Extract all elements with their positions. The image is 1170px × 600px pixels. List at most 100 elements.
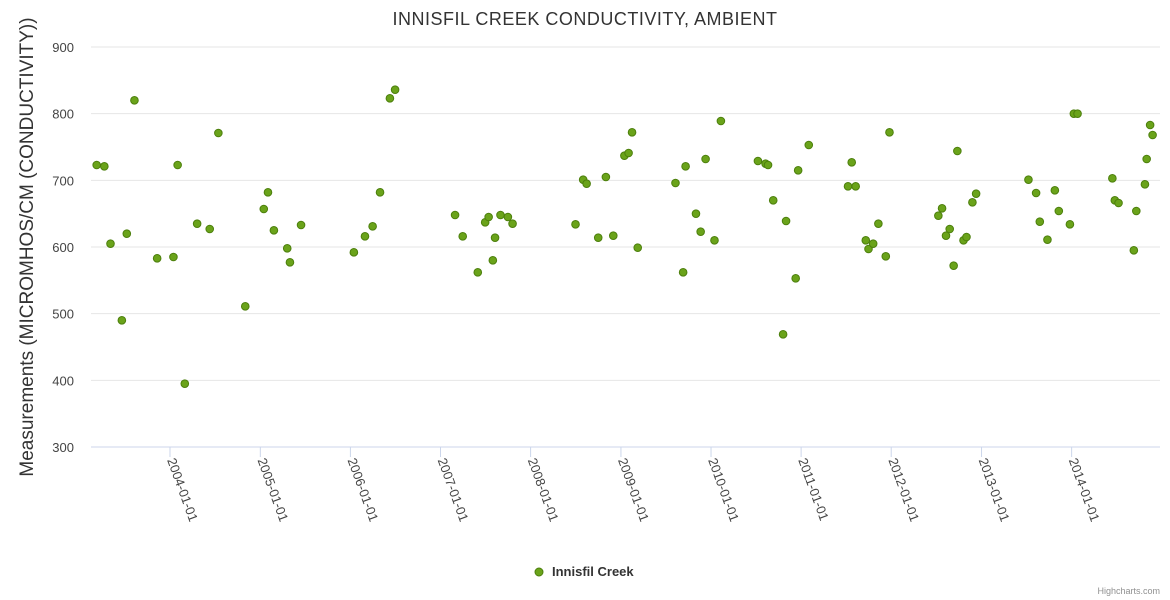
- data-point[interactable]: 2007-10-01: 645: [503, 212, 513, 222]
- data-point[interactable]: 2006-03-01: 616: [360, 232, 370, 241]
- data-point[interactable]: 2013-09-25: 611: [1043, 235, 1052, 244]
- data-point[interactable]: 2003-07-10: 620: [122, 229, 132, 238]
- data-point[interactable]: 2009-03-10: 599: [633, 243, 643, 252]
- x-tick-label: 2005-01-01: [255, 456, 292, 524]
- data-point[interactable]: 2014-01-25: 800: [1073, 109, 1082, 118]
- data-point[interactable]: 2014-09-10: 595: [1129, 246, 1139, 255]
- data-point[interactable]: 2014-11-25: 768: [1148, 130, 1157, 140]
- data-point[interactable]: 2011-12-25: 772: [885, 128, 894, 137]
- x-tick-label: 2013-01-01: [976, 456, 1013, 524]
- data-point[interactable]: 2007-08-01: 580: [488, 256, 498, 265]
- data-point[interactable]: 2010-08-20: 723: [763, 160, 773, 170]
- data-point[interactable]: 2004-11-01: 511: [240, 302, 250, 311]
- data-point[interactable]: 2012-07-25: 658: [937, 204, 947, 213]
- data-point[interactable]: 2004-01-15: 585: [169, 252, 178, 262]
- data-point[interactable]: 2004-03-01: 395: [180, 379, 190, 388]
- data-point[interactable]: 2010-12-20: 715: [793, 166, 803, 175]
- data-point[interactable]: 2008-07-01: 634: [571, 220, 580, 229]
- data-point[interactable]: 2003-11-10: 583: [152, 254, 162, 263]
- data-point[interactable]: 2005-05-01: 577: [285, 258, 295, 267]
- data-point[interactable]: 2007-04-01: 616: [458, 232, 468, 241]
- data-point[interactable]: 2004-06-10: 627: [205, 224, 215, 234]
- legend-marker-innisfil-creek: [534, 567, 544, 577]
- legend[interactable]: Innisfil Creek: [534, 564, 634, 579]
- data-point[interactable]: 2005-04-20: 598: [282, 244, 292, 253]
- data-point[interactable]: 2014-10-25: 694: [1140, 180, 1150, 189]
- data-point[interactable]: 2012-08-10: 617: [941, 231, 951, 240]
- data-point[interactable]: 2006-06-10: 823: [385, 94, 395, 103]
- data-point[interactable]: 2013-08-25: 638: [1035, 217, 1045, 226]
- data-point[interactable]: 2004-02-01: 723: [173, 160, 182, 170]
- data-point[interactable]: 2011-08-10: 691: [851, 182, 860, 191]
- data-point[interactable]: 2013-10-25: 685: [1050, 186, 1060, 195]
- data-point[interactable]: 2009-09-10: 562: [678, 268, 688, 277]
- data-point[interactable]: 2011-09-20: 610: [861, 236, 871, 245]
- data-point[interactable]: 2008-12-01: 617: [608, 231, 618, 240]
- data-point[interactable]: 2011-07-25: 727: [847, 158, 857, 167]
- data-point[interactable]: 2006-05-01: 682: [375, 188, 385, 197]
- data-point[interactable]: 2009-12-10: 732: [701, 154, 710, 164]
- data-point[interactable]: 2011-02-01: 753: [804, 140, 814, 150]
- data-point[interactable]: 2008-10-01: 614: [593, 233, 603, 242]
- data-point[interactable]: 2003-04-10: 721: [100, 162, 109, 171]
- data-point[interactable]: 2010-07-10: 729: [753, 156, 763, 166]
- data-point[interactable]: 2010-09-10: 670: [768, 196, 778, 205]
- data-point[interactable]: 2006-07-01: 836: [390, 85, 400, 94]
- data-point[interactable]: 2014-11-01: 732: [1142, 154, 1151, 164]
- y-tick-label: 500: [52, 307, 74, 322]
- data-point[interactable]: 2012-11-01: 615: [962, 232, 971, 242]
- data-point[interactable]: 2012-09-25: 744: [953, 146, 962, 156]
- data-point[interactable]: 2004-04-20: 635: [192, 219, 202, 228]
- chart-credit[interactable]: Highcharts.com: [1097, 586, 1160, 596]
- data-point[interactable]: 2007-09-01: 648: [496, 210, 505, 220]
- data-point[interactable]: 2005-02-25: 625: [269, 226, 279, 235]
- data-point[interactable]: 2011-12-10: 586: [881, 252, 891, 261]
- data-point[interactable]: 2003-06-20: 490: [117, 316, 127, 325]
- data-point[interactable]: 2012-09-10: 572: [949, 261, 958, 270]
- data-point[interactable]: 2014-09-20: 654: [1132, 206, 1141, 216]
- data-point[interactable]: 2010-12-10: 553: [791, 274, 800, 283]
- data-point[interactable]: 2007-08-10: 614: [490, 233, 500, 242]
- data-point[interactable]: 2014-11-15: 783: [1145, 120, 1155, 130]
- data-point[interactable]: 2009-02-01: 741: [624, 148, 633, 158]
- data-point[interactable]: 2010-02-10: 789: [716, 116, 726, 126]
- data-point[interactable]: 2009-11-20: 623: [696, 227, 705, 236]
- y-axis-label: Measurements (MICROMHOS/CM (CONDUCTIVITY…: [17, 17, 38, 476]
- data-point[interactable]: 2013-07-10: 701: [1024, 175, 1033, 184]
- data-point[interactable]: 2007-06-01: 562: [473, 268, 483, 277]
- data-point[interactable]: 2003-05-05: 605: [106, 239, 115, 248]
- data-point[interactable]: 2012-07-10: 647: [934, 211, 943, 220]
- data-point[interactable]: 2013-12-25: 634: [1065, 220, 1075, 229]
- data-point[interactable]: 2010-11-01: 639: [781, 216, 791, 226]
- data-point[interactable]: 2012-12-10: 680: [971, 189, 981, 198]
- data-point[interactable]: 2007-07-15: 645: [484, 212, 493, 222]
- data-point[interactable]: 2012-11-25: 667: [968, 198, 977, 207]
- data-point[interactable]: 2003-03-10: 723: [92, 160, 101, 170]
- data-point[interactable]: 2011-07-10: 691: [843, 182, 853, 191]
- data-point[interactable]: 2005-01-15: 657: [259, 204, 269, 214]
- data-point[interactable]: 2003-08-10: 820: [130, 96, 139, 105]
- data-point[interactable]: 2010-01-15: 610: [710, 236, 719, 245]
- data-point[interactable]: 2005-06-15: 633: [296, 220, 306, 230]
- data-point[interactable]: 2009-09-20: 721: [681, 162, 690, 171]
- data-point[interactable]: 2011-10-20: 605: [868, 239, 878, 248]
- data-point[interactable]: 2014-06-15: 703: [1108, 174, 1117, 183]
- data-point[interactable]: 2009-02-15: 772: [627, 128, 637, 137]
- data-point[interactable]: 2012-08-25: 627: [945, 224, 955, 234]
- data-point[interactable]: 2013-11-10: 654: [1054, 206, 1064, 216]
- data-point[interactable]: 2011-10-01: 597: [864, 244, 873, 254]
- data-point[interactable]: 2014-07-10: 666: [1114, 198, 1123, 208]
- data-point[interactable]: 2013-08-10: 681: [1031, 188, 1041, 198]
- data-point[interactable]: 2009-08-10: 696: [671, 178, 680, 188]
- data-point[interactable]: 2008-11-01: 705: [601, 172, 611, 182]
- data-point[interactable]: 2009-11-01: 650: [691, 209, 701, 218]
- data-point[interactable]: 2008-08-15: 695: [582, 179, 591, 188]
- data-point[interactable]: 2007-03-01: 648: [450, 210, 460, 220]
- data-point[interactable]: 2011-11-10: 635: [874, 219, 883, 228]
- data-point[interactable]: 2010-10-20: 469: [778, 330, 788, 339]
- data-point[interactable]: 2007-10-20: 635: [508, 219, 517, 228]
- data-point[interactable]: 2005-02-01: 682: [263, 188, 273, 197]
- data-point[interactable]: 2006-01-15: 592: [349, 248, 359, 257]
- data-point[interactable]: 2006-04-01: 631: [368, 222, 377, 231]
- data-point[interactable]: 2004-07-15: 771: [214, 128, 223, 138]
